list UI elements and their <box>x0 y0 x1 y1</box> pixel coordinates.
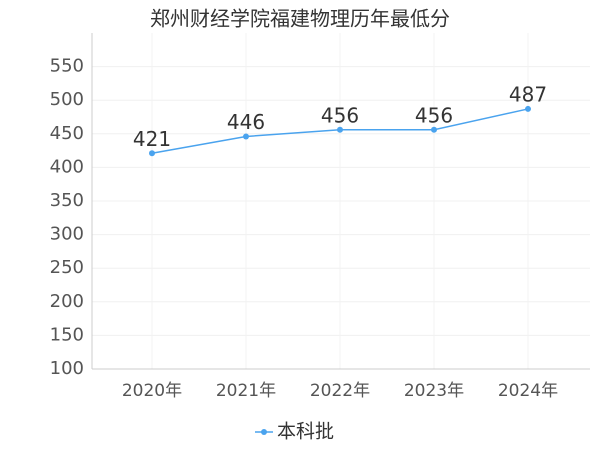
y-tick-label: 550 <box>50 56 84 77</box>
data-label: 446 <box>227 110 265 134</box>
x-tick-label: 2021年 <box>216 381 276 401</box>
chart-title: 郑州财经学院福建物理历年最低分 <box>150 7 450 31</box>
y-tick-label: 250 <box>50 257 84 278</box>
x-tick-label: 2022年 <box>310 381 370 401</box>
legend-marker <box>261 429 267 435</box>
x-tick-label: 2023年 <box>404 381 464 401</box>
y-tick-label: 300 <box>50 224 84 245</box>
x-tick-label: 2020年 <box>122 381 182 401</box>
y-tick-label: 450 <box>50 123 84 144</box>
x-tick-label: 2024年 <box>498 381 558 401</box>
point <box>243 133 249 140</box>
point <box>337 126 343 133</box>
point <box>431 126 437 133</box>
y-tick-label: 400 <box>50 156 84 177</box>
data-label: 421 <box>133 127 171 151</box>
data-label: 456 <box>415 103 453 127</box>
y-tick-label: 200 <box>50 291 84 312</box>
point <box>525 105 531 112</box>
y-tick-label: 350 <box>50 190 84 211</box>
data-label: 456 <box>321 103 359 127</box>
legend-label: 本科批 <box>277 421 334 443</box>
y-tick-label: 500 <box>50 89 84 110</box>
data-label: 487 <box>509 82 547 106</box>
y-tick-label: 150 <box>50 324 84 345</box>
y-tick-label: 100 <box>50 358 84 379</box>
point <box>149 150 155 157</box>
